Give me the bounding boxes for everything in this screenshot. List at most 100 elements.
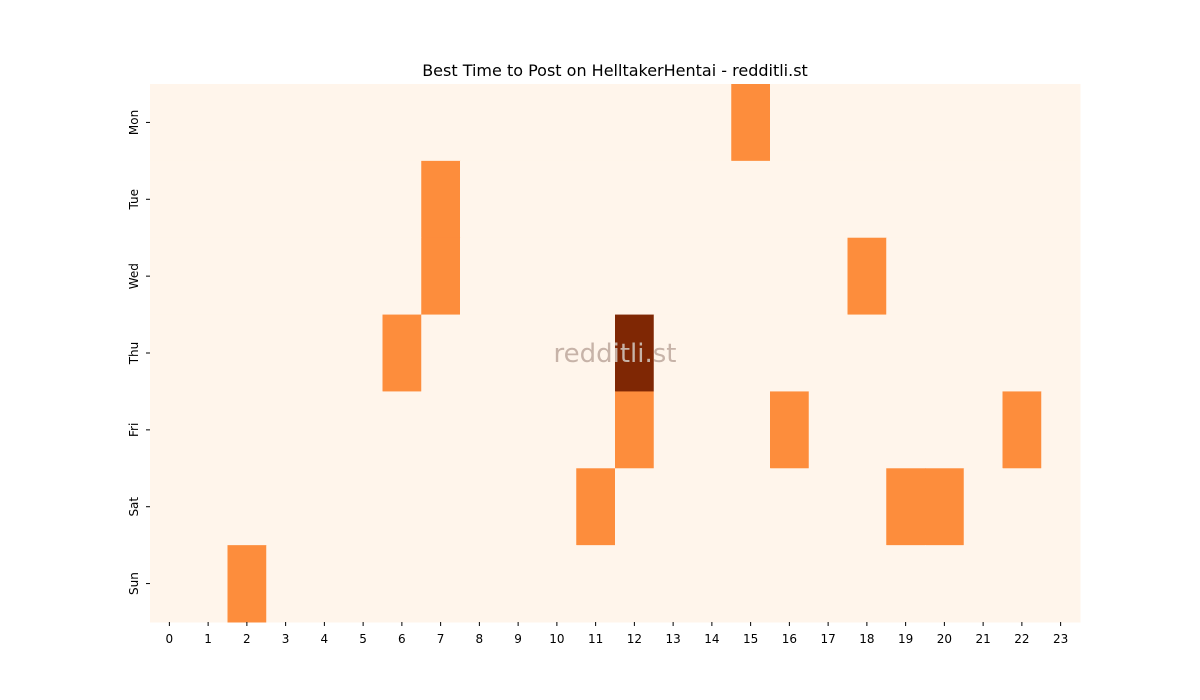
heatmap-cell-Wed-11 bbox=[576, 237, 616, 316]
heatmap-cell-Wed-14 bbox=[692, 237, 732, 316]
heatmap-cell-Fri-2 bbox=[227, 391, 267, 469]
heatmap-cell-Sat-5 bbox=[343, 468, 383, 546]
watermark-text: redditli.st bbox=[554, 339, 677, 369]
x-tick-label: 1 bbox=[204, 632, 212, 646]
x-tick-label: 11 bbox=[588, 632, 603, 646]
x-tick-label: 5 bbox=[359, 632, 367, 646]
heatmap-cell-Sun-21 bbox=[963, 545, 1003, 623]
heatmap-cell-Tue-19 bbox=[886, 160, 926, 239]
heatmap-cell-Fri-23 bbox=[1041, 391, 1081, 469]
heatmap-cell-Sat-1 bbox=[188, 468, 228, 546]
y-tick-label: Sun bbox=[127, 572, 141, 595]
heatmap-cell-Sun-8 bbox=[460, 545, 500, 623]
heatmap-cell-Mon-20 bbox=[925, 84, 965, 162]
heatmap-cell-Fri-1 bbox=[188, 391, 228, 469]
heatmap-cell-Wed-18 bbox=[847, 237, 887, 316]
heatmap-cell-Thu-4 bbox=[305, 314, 345, 392]
x-tick-label: 14 bbox=[704, 632, 719, 646]
heatmap-cell-Wed-17 bbox=[808, 237, 848, 316]
heatmap-cell-Sun-6 bbox=[382, 545, 422, 623]
heatmap-cell-Sun-17 bbox=[808, 545, 848, 623]
heatmap-cell-Sun-16 bbox=[770, 545, 810, 623]
chart-title: Best Time to Post on HelltakerHentai - r… bbox=[422, 61, 808, 80]
heatmap-cell-Thu-14 bbox=[692, 314, 732, 392]
heatmap-cell-Mon-1 bbox=[188, 84, 228, 162]
heatmap-cell-Fri-22 bbox=[1002, 391, 1042, 469]
heatmap-cell-Sat-19 bbox=[886, 468, 926, 546]
heatmap-cell-Thu-1 bbox=[188, 314, 228, 392]
heatmap-cell-Tue-7 bbox=[421, 160, 461, 239]
heatmap-cell-Sun-3 bbox=[266, 545, 306, 623]
y-tick-label: Mon bbox=[127, 110, 141, 135]
x-tick-label: 8 bbox=[476, 632, 484, 646]
heatmap-cell-Mon-13 bbox=[653, 84, 693, 162]
x-tick-label: 19 bbox=[898, 632, 913, 646]
heatmap-cell-Sat-22 bbox=[1002, 468, 1042, 546]
heatmap-cell-Sun-18 bbox=[847, 545, 887, 623]
heatmap-cell-Fri-0 bbox=[150, 391, 190, 469]
heatmap-cell-Fri-20 bbox=[925, 391, 965, 469]
heatmap-cell-Thu-21 bbox=[963, 314, 1003, 392]
y-axis: Mon Tue Wed Thu Fri Sat Sun bbox=[127, 110, 150, 595]
y-tick-label: Sat bbox=[127, 497, 141, 517]
heatmap-cell-Sat-21 bbox=[963, 468, 1003, 546]
heatmap-cells bbox=[150, 84, 1081, 623]
heatmap-cell-Fri-8 bbox=[460, 391, 500, 469]
heatmap-cell-Mon-18 bbox=[847, 84, 887, 162]
x-tick-label: 12 bbox=[627, 632, 642, 646]
heatmap-cell-Wed-8 bbox=[460, 237, 500, 316]
heatmap-cell-Wed-3 bbox=[266, 237, 306, 316]
heatmap-cell-Thu-5 bbox=[343, 314, 383, 392]
x-tick-label: 2 bbox=[243, 632, 251, 646]
heatmap-cell-Sun-23 bbox=[1041, 545, 1081, 623]
heatmap-cell-Sun-10 bbox=[537, 545, 577, 623]
heatmap-cell-Sat-7 bbox=[421, 468, 461, 546]
heatmap-cell-Sun-4 bbox=[305, 545, 345, 623]
heatmap-cell-Fri-3 bbox=[266, 391, 306, 469]
heatmap-cell-Thu-7 bbox=[421, 314, 461, 392]
heatmap-cell-Fri-17 bbox=[808, 391, 848, 469]
heatmap-cell-Fri-19 bbox=[886, 391, 926, 469]
x-tick-label: 10 bbox=[549, 632, 564, 646]
heatmap-cell-Fri-5 bbox=[343, 391, 383, 469]
x-axis: 0 1 2 3 4 5 6 7 8 9 10 11 12 13 14 15 16 17 18 19 20 21 22 23 bbox=[166, 622, 1068, 646]
heatmap-cell-Wed-9 bbox=[498, 237, 538, 316]
heatmap-cell-Mon-4 bbox=[305, 84, 345, 162]
heatmap-cell-Sat-20 bbox=[925, 468, 965, 546]
heatmap-cell-Fri-13 bbox=[653, 391, 693, 469]
heatmap-cell-Fri-21 bbox=[963, 391, 1003, 469]
heatmap-cell-Sat-14 bbox=[692, 468, 732, 546]
heatmap-cell-Sat-8 bbox=[460, 468, 500, 546]
heatmap-cell-Tue-9 bbox=[498, 160, 538, 239]
x-tick-label: 21 bbox=[975, 632, 990, 646]
heatmap-cell-Thu-17 bbox=[808, 314, 848, 392]
heatmap-cell-Sat-11 bbox=[576, 468, 616, 546]
x-tick-label: 0 bbox=[166, 632, 174, 646]
heatmap-cell-Thu-18 bbox=[847, 314, 887, 392]
x-tick-label: 6 bbox=[398, 632, 406, 646]
heatmap-cell-Mon-9 bbox=[498, 84, 538, 162]
heatmap-cell-Thu-6 bbox=[382, 314, 422, 392]
heatmap-cell-Wed-7 bbox=[421, 237, 461, 316]
heatmap-cell-Mon-19 bbox=[886, 84, 926, 162]
heatmap-cell-Tue-22 bbox=[1002, 160, 1042, 239]
heatmap-cell-Wed-21 bbox=[963, 237, 1003, 316]
heatmap-cell-Sat-13 bbox=[653, 468, 693, 546]
heatmap-cell-Sat-23 bbox=[1041, 468, 1081, 546]
heatmap-cell-Sat-9 bbox=[498, 468, 538, 546]
heatmap-cell-Fri-6 bbox=[382, 391, 422, 469]
heatmap-cell-Thu-15 bbox=[731, 314, 771, 392]
heatmap-cell-Tue-0 bbox=[150, 160, 190, 239]
heatmap-cell-Wed-23 bbox=[1041, 237, 1081, 316]
heatmap-cell-Wed-22 bbox=[1002, 237, 1042, 316]
heatmap-cell-Tue-14 bbox=[692, 160, 732, 239]
heatmap-cell-Fri-10 bbox=[537, 391, 577, 469]
heatmap-cell-Fri-11 bbox=[576, 391, 616, 469]
heatmap-cell-Tue-18 bbox=[847, 160, 887, 239]
y-tick-label: Fri bbox=[127, 423, 141, 437]
heatmap-cell-Fri-16 bbox=[770, 391, 810, 469]
heatmap-cell-Mon-12 bbox=[615, 84, 655, 162]
heatmap-cell-Thu-9 bbox=[498, 314, 538, 392]
heatmap-cell-Mon-22 bbox=[1002, 84, 1042, 162]
heatmap-cell-Sat-15 bbox=[731, 468, 771, 546]
